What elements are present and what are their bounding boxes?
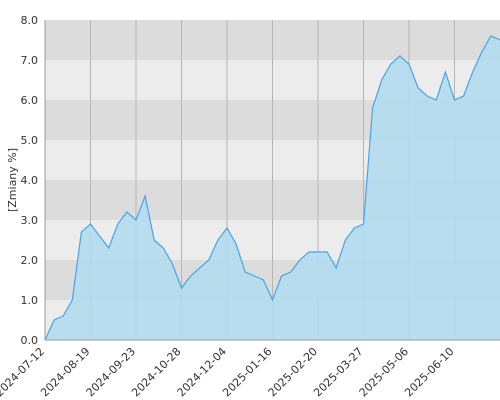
y-tick-label: 7.0 <box>21 54 39 67</box>
y-tick-label: 5.0 <box>21 134 39 147</box>
y-tick-label: 3.0 <box>21 214 39 227</box>
x-tick-label: 2025-06-10 <box>402 345 456 399</box>
area <box>45 36 500 340</box>
y-tick-label: 6.0 <box>21 94 39 107</box>
y-tick-label: 1.0 <box>21 294 39 307</box>
y-tick-label: 2.0 <box>21 254 39 267</box>
y-tick-label: 4.0 <box>21 174 39 187</box>
y-axis-label: [Zmiany %] <box>6 148 19 212</box>
y-tick-label: 8.0 <box>21 14 39 27</box>
y-tick-label: 0.0 <box>21 334 39 347</box>
line <box>44 35 500 341</box>
